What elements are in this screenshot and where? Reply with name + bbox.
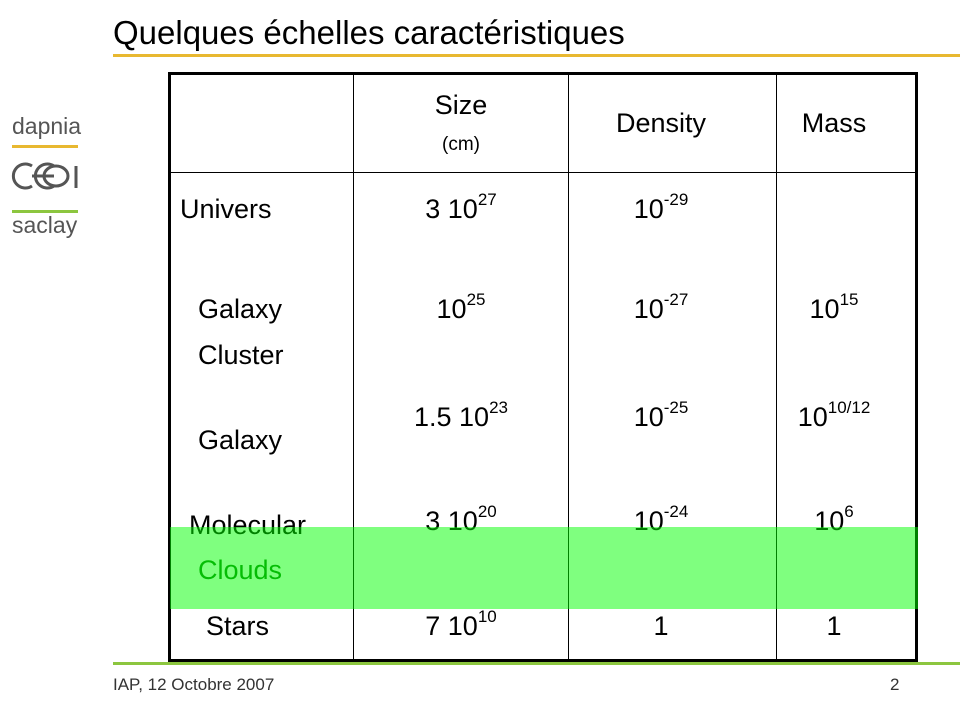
logo-saclay: saclay [12,212,78,238]
density-cell: 10-29 [633,190,689,224]
title-divider [113,54,960,57]
cea-logo [10,160,80,197]
row-label: Stars [206,611,270,641]
mass-cell: 1 [826,611,842,641]
size-cell: 7 1010 [425,607,497,641]
density-cell: 10-27 [633,290,689,324]
scales-table [168,72,918,662]
row-label: Cluster [198,340,284,370]
row-label: Univers [180,194,272,224]
logo-line-top [12,145,78,148]
header-divider [168,172,918,173]
page-number: 2 [890,675,900,694]
logo-dapnia: dapnia [12,113,82,139]
footer-divider [113,662,960,665]
highlight-band [170,527,918,609]
density-cell: 1 [653,611,669,641]
header-density: Density [615,108,707,138]
size-cell: 1.5 1023 [414,398,508,432]
row-label: Galaxy [198,294,283,324]
column-divider [568,72,569,662]
header-mass: Mass [801,108,867,138]
column-divider [776,72,777,662]
size-cell: 1025 [436,290,486,324]
mass-cell: 1010/12 [797,398,871,432]
header-size-unit: (cm) [442,134,480,155]
density-cell: 10-25 [633,398,689,432]
slide-title: Quelques échelles caractéristiques [113,14,625,51]
column-divider [353,72,354,662]
header-size: Size [434,90,488,120]
size-cell: 3 1027 [425,190,497,224]
footer-text: IAP, 12 Octobre 2007 [113,675,275,694]
mass-cell: 1015 [809,290,859,324]
logo-line-bottom [12,210,78,213]
row-label: Galaxy [198,425,283,455]
